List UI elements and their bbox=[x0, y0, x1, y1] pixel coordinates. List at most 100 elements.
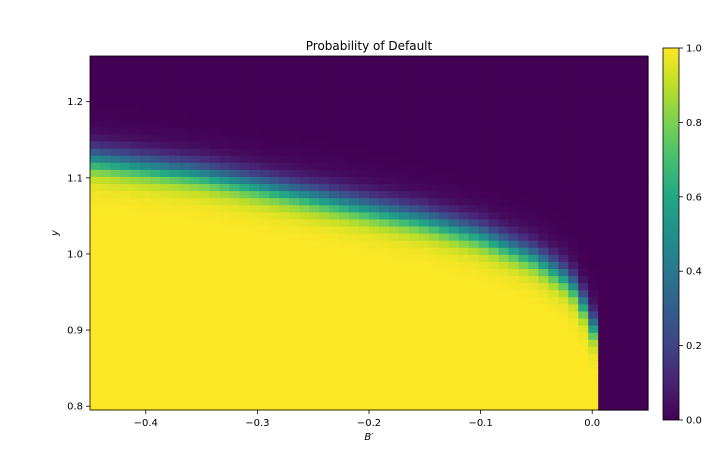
heatmap-cell bbox=[339, 218, 350, 227]
heatmap-cell bbox=[339, 56, 350, 64]
heatmap-cell bbox=[169, 105, 181, 114]
heatmap-cell bbox=[189, 367, 201, 376]
heatmap-cell bbox=[558, 126, 569, 135]
x-axis: −0.4 −0.3 −0.2 −0.1 0.0 bbox=[134, 410, 600, 429]
heatmap-cell bbox=[109, 233, 121, 241]
heatmap-cell bbox=[239, 247, 251, 255]
heatmap-cell bbox=[588, 119, 599, 128]
heatmap-cell bbox=[139, 162, 151, 170]
heatmap-cell bbox=[488, 282, 500, 291]
heatmap-cell bbox=[588, 325, 599, 333]
heatmap-cell bbox=[229, 56, 241, 64]
heatmap-cell bbox=[478, 381, 490, 390]
heatmap-cell bbox=[578, 183, 589, 192]
heatmap-cell bbox=[598, 360, 609, 369]
heatmap-cell bbox=[209, 133, 221, 142]
heatmap-cell bbox=[588, 112, 599, 121]
heatmap-cell bbox=[119, 233, 131, 241]
heatmap-cell bbox=[109, 381, 121, 390]
heatmap-cell bbox=[458, 325, 470, 333]
heatmap-cell bbox=[99, 126, 111, 135]
heatmap-cell bbox=[209, 339, 221, 347]
heatmap-cell bbox=[319, 317, 330, 326]
heatmap-cell bbox=[279, 332, 290, 340]
heatmap-cell bbox=[498, 282, 510, 291]
heatmap-cell bbox=[159, 402, 171, 411]
heatmap-cell bbox=[538, 317, 549, 326]
heatmap-cell bbox=[448, 112, 460, 121]
heatmap-cell bbox=[219, 353, 231, 362]
heatmap-cell bbox=[448, 56, 460, 64]
heatmap-cell bbox=[149, 105, 161, 114]
heatmap-cell bbox=[558, 346, 569, 354]
heatmap-cell bbox=[229, 211, 241, 220]
heatmap-cell bbox=[90, 133, 101, 142]
heatmap-cell bbox=[219, 112, 231, 121]
heatmap-cell bbox=[608, 218, 619, 227]
heatmap-cell bbox=[528, 84, 539, 92]
heatmap-cell bbox=[398, 339, 410, 347]
heatmap-cell bbox=[518, 176, 530, 185]
heatmap-cell bbox=[608, 289, 619, 298]
heatmap-cell bbox=[488, 310, 500, 319]
heatmap-cell bbox=[568, 374, 579, 383]
heatmap-cell bbox=[249, 218, 260, 227]
heatmap-cell bbox=[388, 70, 400, 78]
heatmap-cell bbox=[209, 325, 221, 333]
heatmap-cell bbox=[548, 381, 559, 390]
heatmap-cell bbox=[229, 381, 241, 390]
heatmap-cell bbox=[598, 218, 609, 227]
heatmap-cell bbox=[289, 381, 300, 390]
heatmap-cell bbox=[408, 140, 420, 149]
heatmap-cell bbox=[538, 218, 549, 227]
heatmap-cell bbox=[329, 98, 340, 107]
heatmap-cell bbox=[289, 183, 300, 192]
heatmap-cell bbox=[119, 70, 131, 78]
heatmap-cell bbox=[548, 402, 559, 411]
heatmap-cell bbox=[129, 374, 141, 383]
heatmap-cell bbox=[508, 140, 520, 149]
heatmap-cell bbox=[588, 176, 599, 185]
heatmap-cell bbox=[638, 353, 649, 362]
heatmap-cell bbox=[169, 98, 181, 107]
heatmap-cell bbox=[588, 155, 599, 163]
heatmap-cell bbox=[189, 395, 201, 404]
heatmap-cell bbox=[558, 317, 569, 326]
heatmap-cell bbox=[319, 98, 330, 107]
heatmap-cell bbox=[109, 282, 121, 291]
heatmap-cell bbox=[528, 282, 539, 291]
heatmap-cell bbox=[578, 339, 589, 347]
heatmap-cell bbox=[598, 211, 609, 220]
heatmap-cell bbox=[199, 381, 211, 390]
heatmap-cell bbox=[279, 162, 290, 170]
heatmap-cell bbox=[638, 339, 649, 347]
heatmap-cell bbox=[418, 289, 430, 298]
heatmap-cell bbox=[309, 162, 320, 170]
heatmap-cell bbox=[249, 268, 260, 277]
heatmap-cell bbox=[398, 218, 410, 227]
heatmap-cell bbox=[518, 162, 530, 170]
heatmap-cell bbox=[638, 183, 649, 192]
heatmap-cell bbox=[279, 374, 290, 383]
heatmap-cell bbox=[169, 218, 181, 227]
heatmap-cell bbox=[209, 261, 221, 269]
heatmap-cell bbox=[548, 140, 559, 149]
heatmap-cell bbox=[498, 91, 510, 100]
heatmap-cell bbox=[249, 133, 260, 142]
heatmap-cell bbox=[418, 310, 430, 319]
heatmap-cell bbox=[229, 162, 241, 170]
heatmap-cell bbox=[309, 275, 320, 284]
heatmap-cell bbox=[508, 126, 520, 135]
colorbar-tick-label: 0.4 bbox=[686, 267, 702, 278]
heatmap-cell bbox=[339, 325, 350, 333]
heatmap-cell bbox=[378, 56, 390, 64]
heatmap-cell bbox=[159, 63, 171, 71]
heatmap-cell bbox=[608, 133, 619, 142]
heatmap-cell bbox=[458, 395, 470, 404]
heatmap-cell bbox=[299, 395, 310, 404]
heatmap-cell bbox=[468, 197, 480, 206]
heatmap-cell bbox=[418, 218, 430, 227]
heatmap-cell bbox=[229, 91, 241, 100]
heatmap-cell bbox=[139, 140, 151, 149]
heatmap-cell bbox=[478, 119, 490, 128]
